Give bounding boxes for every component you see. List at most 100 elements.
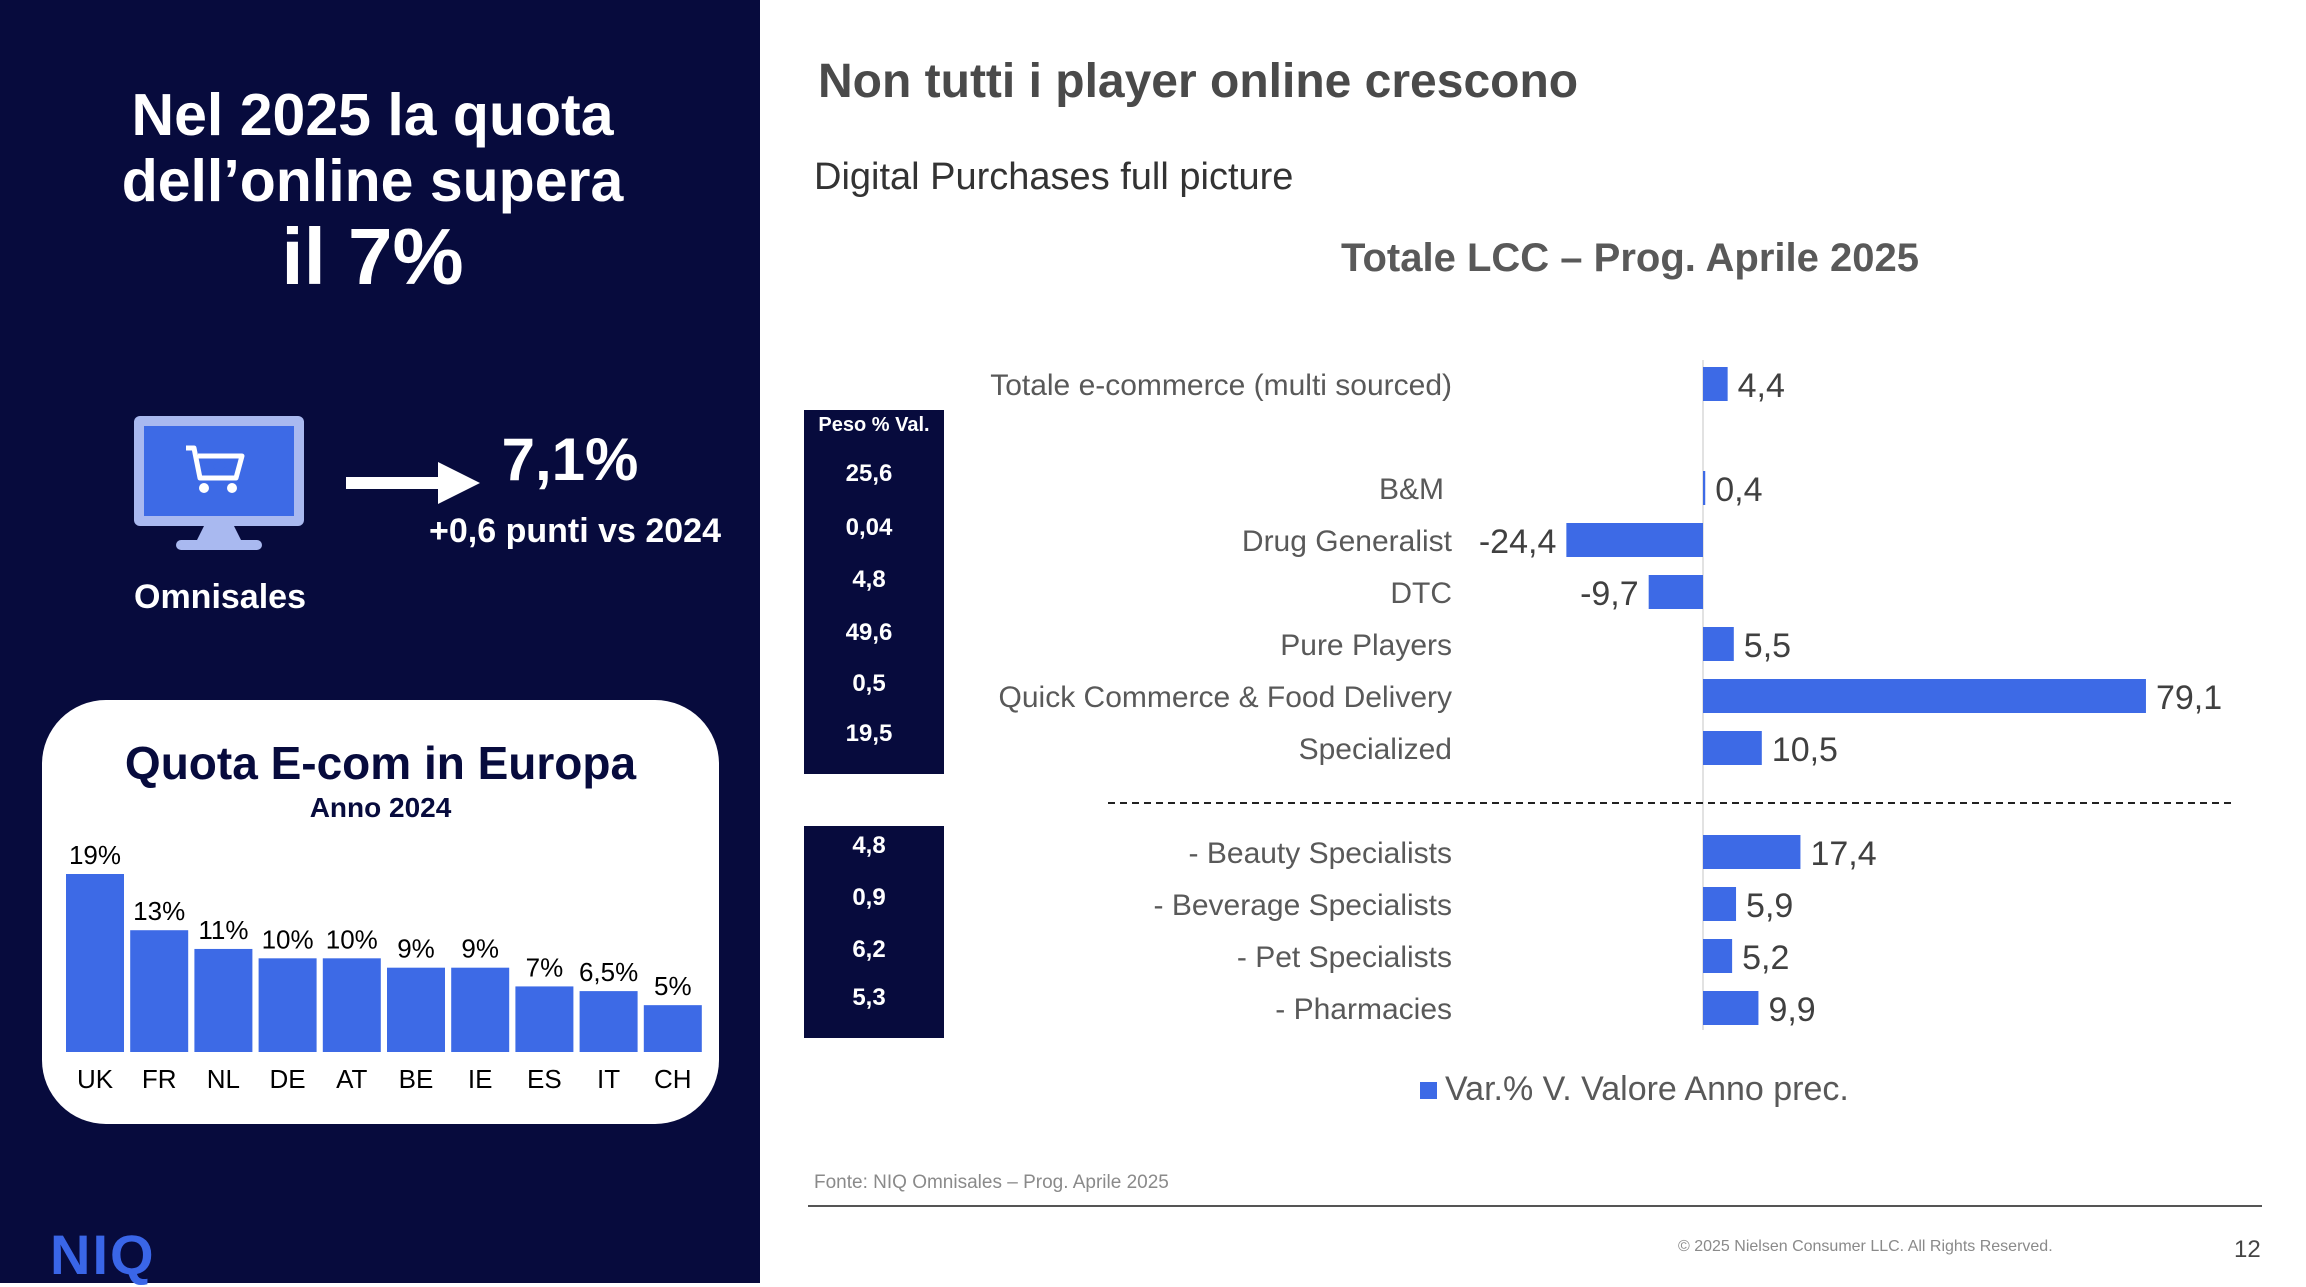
peso-header: Peso % Val. bbox=[818, 414, 930, 436]
eu-value-label: 5% bbox=[654, 971, 692, 1001]
headline-line-3: il 7% bbox=[281, 212, 464, 301]
europe-card: Quota E-com in Europa Anno 2024 19% UK 13%… bbox=[42, 700, 719, 1124]
value-label: 5,9 bbox=[1746, 887, 1793, 925]
peso-value: 49,6 bbox=[845, 619, 893, 646]
peso-box-bottom bbox=[804, 826, 944, 1038]
europe-card-title: Quota E-com in Europa bbox=[124, 737, 637, 789]
eu-bar-fr bbox=[130, 930, 189, 1052]
value-label: 79,1 bbox=[2156, 679, 2222, 717]
variation-bar bbox=[1703, 991, 1759, 1025]
peso-value: 0,9 bbox=[852, 884, 886, 911]
value-label: 4,4 bbox=[1738, 367, 1785, 405]
value-label: 5,2 bbox=[1742, 939, 1789, 977]
peso-value: 25,6 bbox=[845, 460, 893, 487]
eu-value-label: 13% bbox=[133, 896, 185, 926]
category-label: Specialized bbox=[1299, 733, 1452, 766]
eu-category-label: IT bbox=[597, 1064, 620, 1094]
page-subtitle: Digital Purchases full picture bbox=[814, 156, 1294, 198]
category-label: - Pet Specialists bbox=[1237, 941, 1452, 974]
value-label: -24,4 bbox=[1479, 523, 1557, 561]
category-label: Pure Players bbox=[1280, 629, 1452, 662]
left-panel: Nel 2025 la quota dell’online supera il … bbox=[0, 0, 760, 1286]
variation-bar bbox=[1703, 887, 1737, 921]
value-label: 0,4 bbox=[1715, 471, 1762, 509]
peso-value: 0,04 bbox=[845, 514, 893, 541]
headline: Nel 2025 la quota dell’online supera il … bbox=[40, 82, 705, 300]
eu-value-label: 9% bbox=[461, 934, 499, 964]
value-label: 10,5 bbox=[1772, 731, 1838, 769]
online-share-value: 7,1% bbox=[501, 426, 639, 493]
eu-bar-be bbox=[387, 967, 445, 1052]
eu-category-label: UK bbox=[77, 1064, 114, 1094]
eu-category-label: ES bbox=[527, 1064, 562, 1094]
peso-value: 4,8 bbox=[852, 832, 886, 859]
page-title: Non tutti i player online crescono bbox=[818, 55, 1579, 108]
variation-bar bbox=[1703, 627, 1734, 661]
peso-value: 6,2 bbox=[852, 936, 886, 963]
eu-category-label: BE bbox=[399, 1064, 434, 1094]
chart-title: Totale LCC – Prog. Aprile 2025 bbox=[1341, 236, 1919, 280]
eu-bar-uk bbox=[66, 874, 124, 1052]
arrow-right-icon bbox=[346, 462, 480, 504]
eu-bar-de bbox=[258, 958, 317, 1052]
category-label: Drug Generalist bbox=[1242, 525, 1453, 558]
variation-bar bbox=[1703, 471, 1706, 505]
category-label: - Beverage Specialists bbox=[1154, 889, 1452, 922]
eu-bar-ch bbox=[643, 1005, 702, 1052]
peso-box-top bbox=[804, 410, 944, 774]
value-label: 9,9 bbox=[1768, 991, 1815, 1029]
headline-line-2: dell’online supera bbox=[121, 148, 624, 214]
omnisales-label: Omnisales bbox=[134, 578, 306, 616]
eu-bar-it bbox=[579, 991, 638, 1052]
source-note: Fonte: NIQ Omnisales – Prog. Aprile 2025 bbox=[814, 1172, 1169, 1193]
eu-value-label: 10% bbox=[262, 924, 314, 954]
category-label: DTC bbox=[1390, 577, 1452, 610]
eu-value-label: 9% bbox=[397, 934, 435, 964]
variation-bar bbox=[1566, 523, 1703, 557]
online-share-delta: +0,6 punti vs 2024 bbox=[429, 512, 721, 550]
category-label: Totale e-commerce (multi sourced) bbox=[990, 369, 1452, 402]
category-label: B&M bbox=[1379, 473, 1444, 506]
variation-bar bbox=[1703, 939, 1733, 973]
legend-swatch bbox=[1420, 1082, 1437, 1099]
computer-cart-icon bbox=[134, 416, 304, 550]
eu-bar-at bbox=[322, 958, 381, 1052]
variation-bar bbox=[1703, 835, 1801, 869]
category-label: - Pharmacies bbox=[1275, 993, 1452, 1026]
value-label: 17,4 bbox=[1810, 835, 1876, 873]
eu-bar-es bbox=[515, 986, 574, 1052]
peso-value: 0,5 bbox=[852, 670, 886, 697]
copyright: © 2025 Nielsen Consumer LLC. All Rights … bbox=[1678, 1238, 2053, 1255]
niq-logo: NIQ bbox=[50, 1223, 156, 1286]
eu-value-label: 11% bbox=[198, 915, 248, 945]
eu-value-label: 6,5% bbox=[579, 957, 638, 987]
category-label: - Beauty Specialists bbox=[1189, 837, 1452, 870]
peso-value: 5,3 bbox=[852, 984, 886, 1011]
eu-value-label: 10% bbox=[326, 924, 378, 954]
footer-divider bbox=[808, 1205, 2262, 1207]
variation-bar bbox=[1703, 367, 1728, 401]
europe-bar-chart: 19% UK 13% FR 11% NL 10% DE 10% AT 9% BE 9% IE 7% ES 6,5… bbox=[66, 840, 702, 1094]
eu-value-label: 7% bbox=[526, 952, 564, 982]
category-label: Quick Commerce & Food Delivery bbox=[999, 681, 1452, 714]
eu-bar-nl bbox=[194, 948, 253, 1052]
eu-category-label: DE bbox=[270, 1064, 306, 1094]
eu-bar-ie bbox=[451, 967, 510, 1052]
eu-category-label: NL bbox=[207, 1064, 240, 1094]
eu-value-label: 19% bbox=[69, 840, 121, 870]
eu-category-label: FR bbox=[142, 1064, 177, 1094]
eu-category-label: IE bbox=[468, 1064, 493, 1094]
eu-category-label: CH bbox=[654, 1064, 692, 1094]
peso-value: 4,8 bbox=[852, 566, 886, 593]
value-label: -9,7 bbox=[1580, 575, 1639, 613]
eu-category-label: AT bbox=[336, 1064, 367, 1094]
variation-bar bbox=[1648, 575, 1703, 609]
variation-bar bbox=[1703, 731, 1762, 765]
page-number: 12 bbox=[2234, 1236, 2261, 1263]
peso-value: 19,5 bbox=[845, 720, 893, 747]
headline-line-1: Nel 2025 la quota bbox=[131, 82, 614, 148]
europe-card-subtitle: Anno 2024 bbox=[309, 792, 452, 823]
value-label: 5,5 bbox=[1744, 627, 1791, 665]
legend-label: Var.% V. Valore Anno prec. bbox=[1445, 1070, 1849, 1108]
